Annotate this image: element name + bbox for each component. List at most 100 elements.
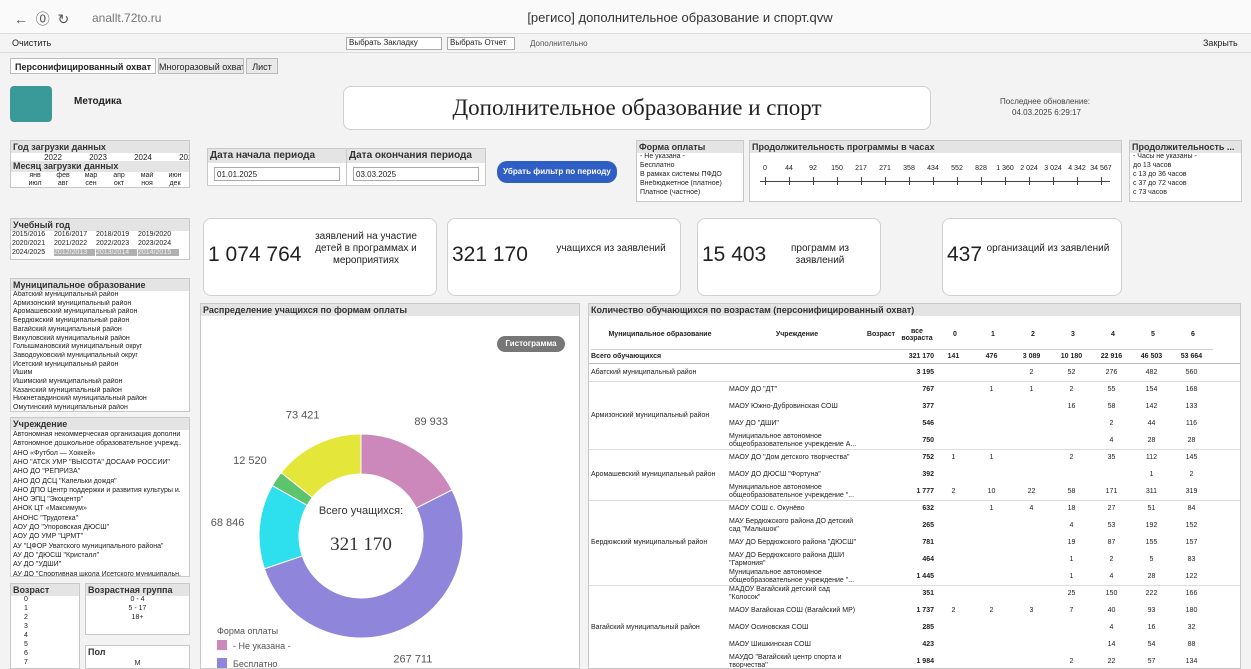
filter-item: с 37 до 72 часов: [1133, 180, 1187, 187]
panel-caption: Дата начала периода: [208, 149, 346, 163]
table-cell: 2: [1069, 454, 1074, 461]
table-cell: 155: [1145, 539, 1158, 546]
table-cell: 1: [951, 454, 956, 461]
table-cell: 767: [922, 386, 934, 393]
kpi-label: организаций из заявлений: [986, 243, 1110, 254]
table-cell: 53 664: [1180, 353, 1203, 360]
panel-caption: Продолжительность программы в часах: [750, 141, 1121, 153]
table-cell: 87: [1107, 539, 1116, 546]
table-cell: 171: [1105, 488, 1118, 495]
slider-tick: [957, 177, 958, 185]
table-cell: 311: [1145, 488, 1158, 495]
donut-slice: [263, 489, 464, 639]
list-item: Бердюжский муниципальный район: [13, 317, 130, 325]
payment-filter: Форма оплаты - Не указана - Бесплатно В рам…: [636, 140, 744, 202]
table-cell: 142: [1145, 403, 1158, 410]
table-cell: 7: [1069, 607, 1074, 614]
tab[interactable]: Многоразовый охват: [158, 58, 244, 74]
column-header: 0: [937, 320, 973, 350]
table-cell: 476: [985, 353, 998, 360]
report-select[interactable]: Выбрать Отчет: [447, 37, 515, 50]
slider-tick: [885, 177, 886, 185]
table-cell: 27: [1107, 505, 1116, 512]
table-cell: 55: [1107, 386, 1116, 393]
chart-panel: Распределение учащихся по формам оплаты Г…: [200, 303, 580, 669]
updated-label: Последнее обновление:: [1000, 97, 1090, 106]
legend-title: Форма оплаты: [217, 626, 278, 636]
row-label: Муниципальное автономное общеобразовател…: [729, 483, 855, 499]
tab[interactable]: Лист: [246, 58, 278, 74]
clear-button[interactable]: Очистить: [12, 38, 52, 48]
more-menu[interactable]: Дополнительно: [530, 39, 588, 48]
row-divider: [589, 363, 1240, 364]
group-label: Армизонский муниципальный район: [591, 411, 710, 419]
row-label: МАУ Бердюжского района ДО детский сад "М…: [729, 517, 854, 533]
method-link[interactable]: Методика: [74, 96, 122, 107]
list-item: Абатский муниципальный район: [13, 291, 119, 298]
table-cell: 18: [1067, 505, 1076, 512]
list-box: Муниципальное образование Абатский муници…: [10, 278, 190, 412]
kpi-card: 1 074 764 заявлений на участие детей в пр…: [203, 218, 437, 296]
list-item: Голышмановский муниципальный округ: [13, 343, 143, 351]
legend-label: - Не указана -: [233, 641, 291, 651]
bookmark-select[interactable]: Выбрать Закладку: [346, 37, 442, 50]
list-item: 5 - 17: [128, 605, 147, 612]
table-cell: 28: [1187, 437, 1196, 444]
nav-icons[interactable]: ← ⓪ ↻: [14, 11, 70, 27]
filter-item: с 13 до 36 часов: [1133, 171, 1187, 178]
tab[interactable]: Персонифицированный охват: [10, 58, 156, 74]
list-item: Аромашевский муниципальный район: [13, 308, 138, 316]
list-item: 3: [24, 623, 28, 630]
url[interactable]: anallt.72to.ru: [92, 11, 162, 25]
kpi-value: 1 074 764: [208, 243, 302, 266]
filter-item: Внебюджетное (платное): [640, 180, 722, 187]
year-item: 2022/2023: [96, 240, 130, 247]
table-cell: 28: [1147, 437, 1156, 444]
list-item: АНО ДПО Центр поддержки и развития культ…: [13, 486, 181, 494]
slice-label: 68 846: [211, 517, 245, 529]
slider-tick: [1029, 177, 1030, 185]
list-item: Казанский муниципальный район: [13, 386, 122, 394]
table-cell: 19: [1067, 539, 1076, 546]
year-item: 2021/2022: [54, 240, 88, 247]
table-cell: 750: [922, 437, 934, 444]
table-cell: 84: [1187, 505, 1196, 512]
table-cell: 154: [1145, 386, 1158, 393]
row-label: МАУ ДО Бердюжского района ДШИ "Гармония": [729, 551, 845, 567]
panel-caption: Форма оплаты: [637, 141, 743, 153]
column-header: 6: [1173, 320, 1213, 350]
close-button[interactable]: Закрыть: [1203, 38, 1238, 48]
table-cell: 88: [1187, 641, 1196, 648]
slider-tick-label: 358: [903, 165, 915, 172]
table-cell: 35: [1107, 454, 1116, 461]
date-input[interactable]: 03.03.2025: [353, 167, 479, 181]
table-cell: 2: [989, 607, 994, 614]
table-cell: 152: [1185, 522, 1198, 529]
table-cell: 16: [1147, 624, 1156, 631]
list-item: Нижнетавдинский муниципальный район: [13, 395, 147, 403]
table-cell: 4: [1109, 573, 1114, 580]
table-cell: 10 180: [1060, 353, 1083, 360]
slider-tick: [789, 177, 790, 185]
group-label: Вагайский муниципальный район: [591, 624, 700, 631]
row-label: МАУДО "Вагайский центр спорта и творчест…: [729, 653, 842, 669]
histogram-button[interactable]: Гистограмма: [497, 336, 565, 352]
table-cell: 5: [1149, 556, 1154, 563]
home-icon[interactable]: [10, 86, 52, 122]
table-cell: 46 503: [1140, 353, 1163, 360]
slider-tick: [1077, 177, 1078, 185]
kpi-card: 321 170 учащихся из заявлений: [447, 218, 681, 296]
reset-button[interactable]: Убрать фильтр по периоду: [497, 161, 617, 183]
list-item: АНОНС "Трудотека": [13, 514, 79, 522]
table-cell: 112: [1145, 454, 1158, 461]
slider-tick: [1005, 177, 1006, 185]
year-item: 2024/2025: [12, 249, 46, 256]
date-input[interactable]: 01.01.2025: [214, 167, 340, 181]
filter-item: с 73 часов: [1133, 189, 1167, 196]
column-header: 1: [973, 320, 1013, 350]
slider-tick-label: 828: [975, 165, 987, 172]
slice-label: 267 711: [393, 653, 432, 665]
list-item: АНО ЭПЦ "Экоцентр": [13, 496, 84, 504]
